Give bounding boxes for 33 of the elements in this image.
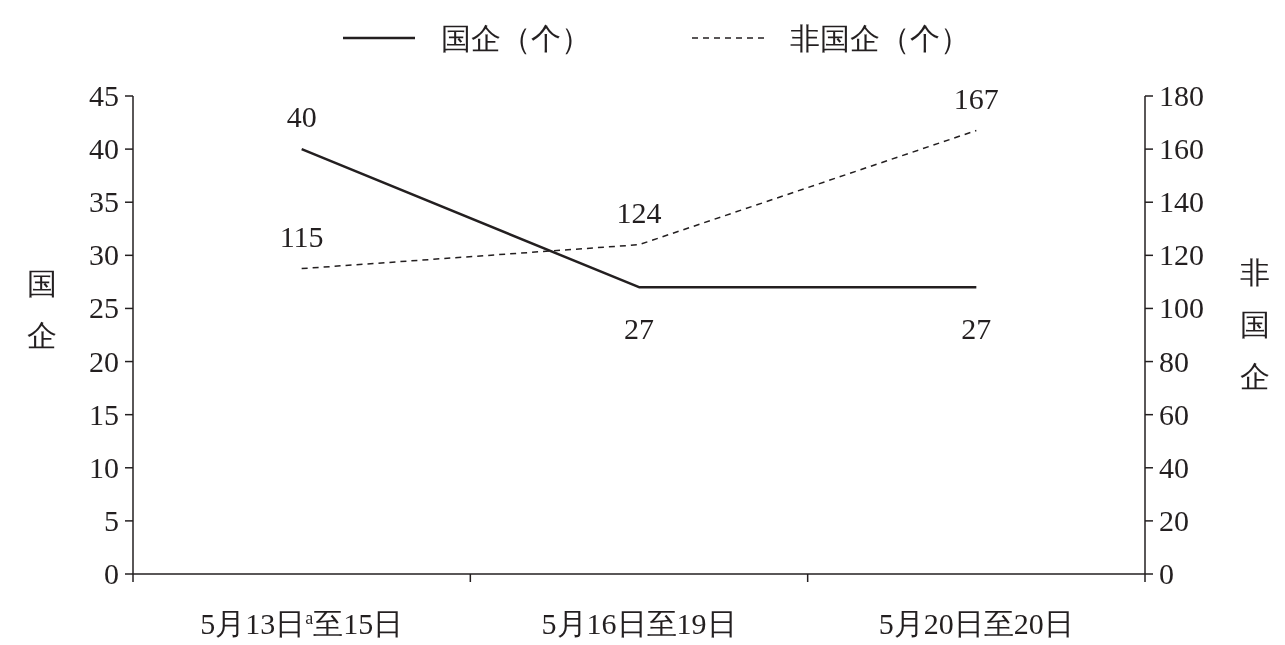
y-tick-label: 30 (89, 238, 119, 272)
y-tick-label: 35 (89, 185, 119, 219)
legend-label: 国企（个） (441, 22, 591, 55)
y2-tick-label: 0 (1159, 557, 1174, 590)
y-tick-label: 15 (89, 397, 119, 431)
data-label: 27 (961, 312, 992, 346)
y-tick-label: 0 (104, 557, 119, 590)
data-label: 27 (624, 312, 654, 346)
y2-tick-label: 180 (1159, 79, 1204, 112)
y-tick-label: 45 (89, 79, 119, 112)
y2-tick-label: 20 (1159, 503, 1189, 537)
y2-tick-label: 40 (1159, 450, 1189, 484)
y-tick-label: 10 (89, 450, 119, 484)
y2-axis-title: 非国企 (1240, 256, 1270, 393)
y2-tick-label: 140 (1159, 185, 1204, 219)
data-label: 40 (286, 100, 317, 134)
y-tick-label: 25 (89, 291, 119, 325)
data-label: 115 (279, 219, 324, 253)
data-label: 124 (616, 195, 662, 229)
x-tick-label: 5月13日$^{a}$至15日 (200, 607, 404, 640)
legend-label: 非国企（个） (790, 22, 970, 55)
y2-tick-label: 160 (1159, 132, 1204, 166)
y2-tick-label: 100 (1159, 291, 1204, 325)
y-tick-label: 20 (89, 344, 119, 378)
y2-tick-label: 60 (1159, 397, 1189, 431)
y2-tick-label: 120 (1159, 238, 1204, 272)
data-label: 167 (953, 81, 999, 115)
y-tick-label: 5 (104, 503, 119, 537)
y-tick-label: 40 (89, 132, 119, 166)
x-tick-label: 5月16日至19日 (541, 607, 737, 640)
x-tick-label: 5月20日至20日 (878, 607, 1074, 640)
y2-tick-label: 80 (1159, 344, 1189, 378)
y-axis-title: 国企 (27, 267, 57, 352)
